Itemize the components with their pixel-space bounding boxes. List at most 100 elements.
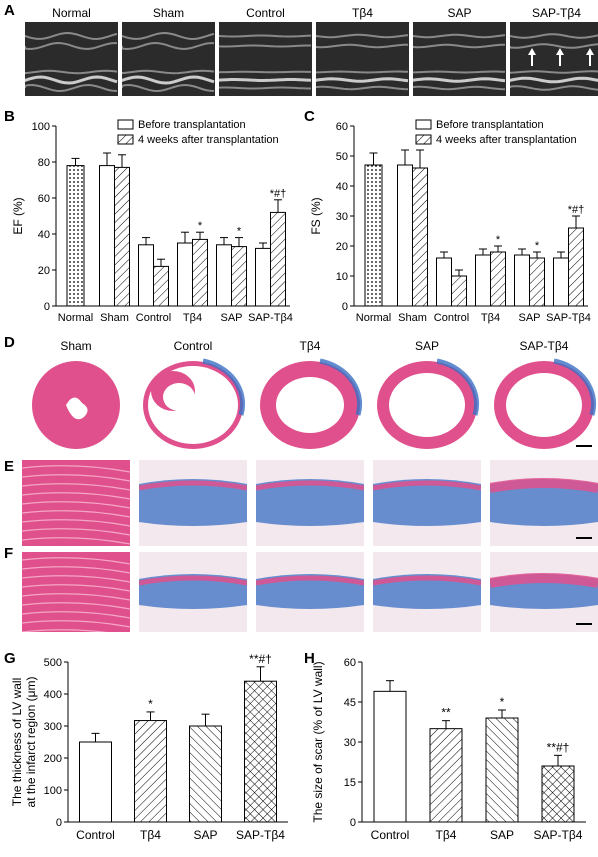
y-tick-label: 300	[44, 721, 62, 733]
y-tick-label: 0	[350, 817, 356, 829]
scar-size-chart: 0 15 30 45 60 The size of scar (% of LV wall)…	[311, 657, 586, 842]
y-tick-label: 10	[336, 271, 348, 283]
panel-label-h: H	[304, 650, 315, 667]
y-tick-label: 15	[344, 777, 356, 789]
bar-after	[529, 257, 545, 307]
y-tick-label: 0	[342, 301, 348, 313]
echo-mmode-image	[25, 22, 118, 96]
y-tick-label: 60	[336, 121, 348, 133]
significance-marker: *	[198, 220, 203, 232]
echo-mmode-image	[413, 22, 506, 96]
bar	[134, 720, 167, 823]
y-tick-label: 20	[38, 265, 50, 277]
bar-after	[451, 275, 467, 307]
bar-normal	[66, 165, 85, 307]
bar-after	[231, 246, 247, 307]
y-tick-label: 30	[344, 737, 356, 749]
echo-label: Normal	[52, 6, 91, 20]
histology-section-image	[22, 356, 130, 454]
y-tick-label: 400	[44, 689, 62, 701]
y-tick-label: 60	[38, 193, 50, 205]
histology-section-image	[22, 552, 130, 632]
x-tick-label: Control	[434, 312, 469, 324]
y-tick-label: 100	[44, 785, 62, 797]
bar	[541, 765, 575, 823]
y-axis-title: at the infarct region (μm)	[24, 677, 38, 808]
bar-normal	[364, 164, 383, 307]
bar-before	[397, 164, 413, 307]
histology-section-image	[256, 356, 364, 454]
legend-swatch-before	[415, 119, 432, 130]
y-tick-label: 40	[336, 181, 348, 193]
histology-section-image	[139, 356, 247, 454]
bar-before	[216, 244, 232, 307]
echo-label: SAP	[447, 6, 472, 20]
echo-mmode-image	[316, 22, 409, 96]
bar-after	[490, 251, 506, 307]
echo-label: Control	[246, 6, 285, 20]
x-tick-label: SAP-Tβ4	[236, 828, 285, 842]
echo-label: SAP-Tβ4	[532, 6, 581, 20]
echo-label: Sham	[152, 6, 185, 20]
echo-label: Tβ4	[352, 6, 373, 20]
x-tick-label: SAP	[490, 828, 514, 842]
significance-marker: *	[496, 234, 501, 246]
x-tick-label: SAP	[518, 312, 540, 324]
x-tick-label: Sham	[398, 312, 427, 324]
x-tick-label: SAP-Tβ4	[248, 312, 293, 324]
bar-after	[192, 238, 208, 307]
x-tick-label: SAP-Tβ4	[534, 828, 583, 842]
significance-marker: *#†	[568, 204, 585, 216]
y-tick-label: 500	[44, 657, 62, 669]
histology-label: SAP-Tβ4	[519, 339, 569, 353]
bar-before	[99, 165, 115, 307]
echo-mmode-image	[219, 22, 312, 96]
histology-section-image	[490, 356, 598, 454]
significance-marker: *	[237, 226, 242, 238]
significance-marker: **#†	[249, 652, 272, 666]
bar-before	[255, 247, 271, 307]
x-tick-label: Control	[371, 828, 410, 842]
bar-before	[553, 257, 569, 307]
ef-bar-chart: 0 20 40 60 80 100 EF (%) Normal Sham Control Tβ4 * S…	[11, 119, 293, 324]
panel-label-a: A	[4, 2, 15, 19]
significance-marker: **#†	[547, 740, 570, 754]
x-tick-label: Normal	[58, 312, 93, 324]
histology-section-image	[139, 460, 247, 546]
legend-swatch-after	[415, 134, 432, 145]
x-tick-label: SAP	[220, 312, 242, 324]
bar	[429, 728, 463, 823]
histology-section-image	[373, 356, 481, 454]
bar-before	[475, 254, 491, 307]
echo-mmode-image	[510, 22, 598, 96]
lv-wall-thickness-chart: 0 100 200 300 400 500 The thickness of LV wall…	[10, 652, 288, 842]
bar-after	[114, 166, 130, 307]
bar-after	[153, 265, 169, 307]
significance-marker: *	[148, 697, 153, 711]
panel-label-c: C	[304, 108, 315, 125]
y-axis-title: FS (%)	[309, 197, 323, 234]
x-tick-label: Tβ4	[436, 828, 457, 842]
bar-before	[514, 254, 530, 307]
legend-swatch-before	[117, 119, 134, 130]
echo-mmode-image	[122, 22, 215, 96]
bar-before	[436, 257, 452, 307]
legend-label-after: 4 weeks after transplantation	[436, 134, 577, 146]
y-tick-label: 45	[344, 697, 356, 709]
bar	[79, 741, 112, 823]
x-tick-label: Control	[136, 312, 171, 324]
histology-label: Control	[173, 339, 213, 353]
x-tick-label: Tβ4	[140, 828, 161, 842]
histology-section-image	[490, 552, 598, 632]
significance-marker: **	[441, 706, 451, 720]
y-tick-label: 200	[44, 753, 62, 765]
x-tick-label: SAP-Tβ4	[546, 312, 591, 324]
significance-marker: *	[535, 240, 540, 252]
histology-section-image	[256, 552, 364, 632]
y-axis-title: The size of scar (% of LV wall)	[311, 661, 325, 822]
legend-label-before: Before transplantation	[138, 119, 246, 131]
y-tick-label: 40	[38, 229, 50, 241]
x-tick-label: Normal	[356, 312, 391, 324]
bar-after	[568, 227, 584, 307]
y-tick-label: 30	[336, 211, 348, 223]
